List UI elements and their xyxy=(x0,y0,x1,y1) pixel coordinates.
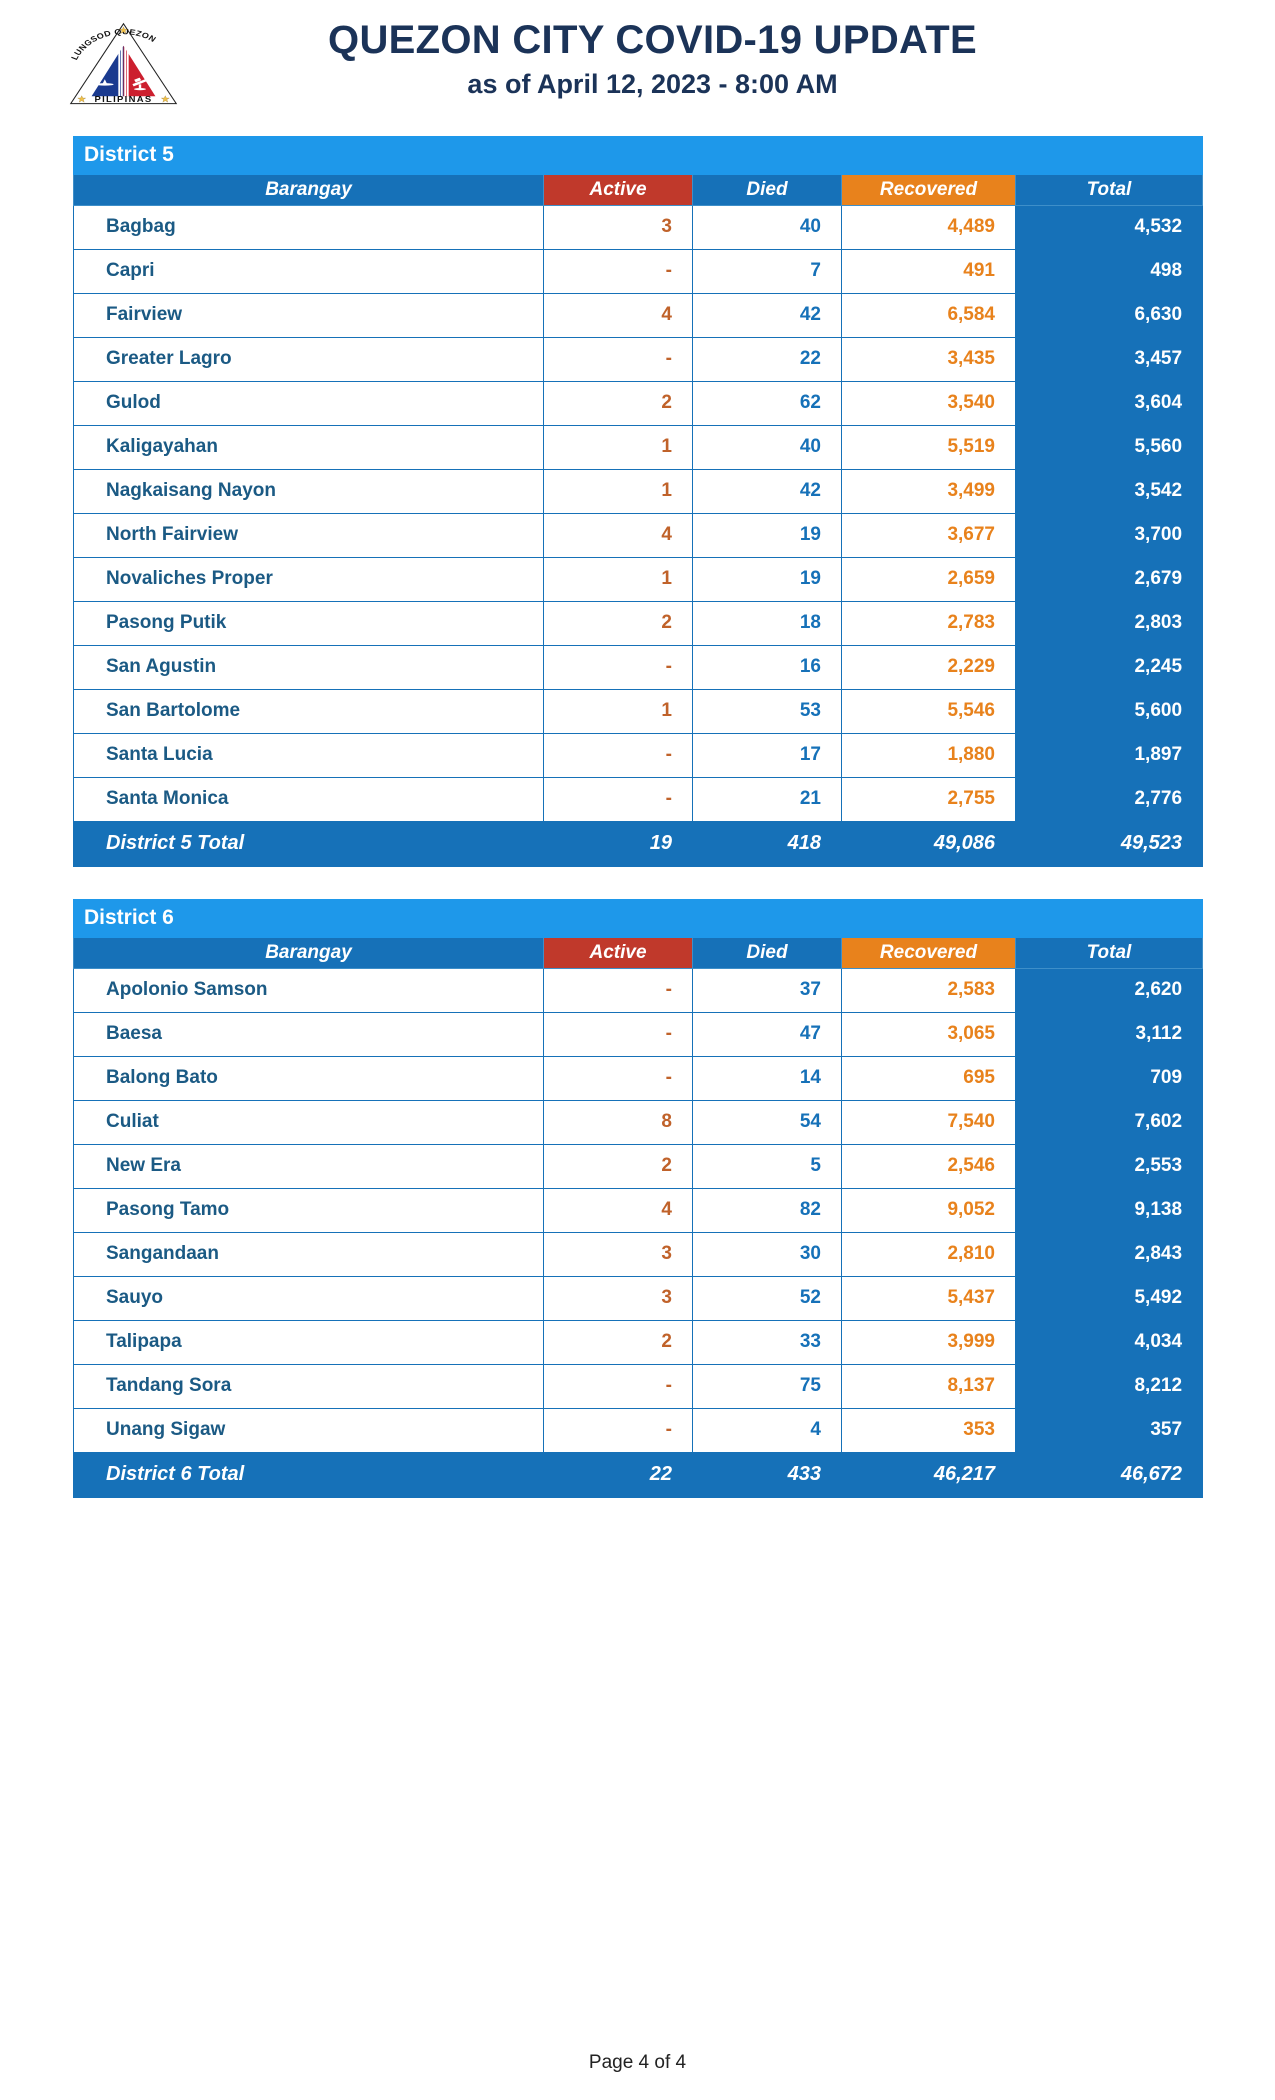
svg-text:PILIPINAS: PILIPINAS xyxy=(94,95,152,104)
